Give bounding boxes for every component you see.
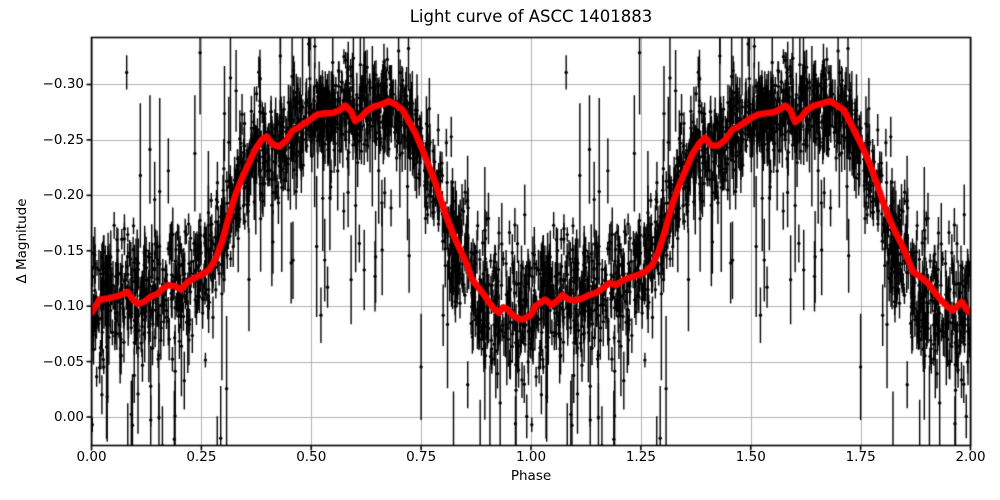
- x-axis-label: Phase: [510, 468, 552, 484]
- y-axis-label: Δ Magnitude: [14, 198, 30, 284]
- x-tick-label: 0.25: [186, 449, 217, 465]
- y-tick-label: −0.05: [42, 353, 84, 370]
- x-tick-label: 1.00: [515, 449, 547, 465]
- x-tick-label: 0.75: [406, 449, 437, 465]
- y-tick-label: −0.20: [42, 187, 84, 204]
- x-tick-label: 1.25: [625, 449, 656, 465]
- x-tick-label: 0.50: [296, 449, 327, 465]
- x-tick-label: 1.75: [845, 449, 876, 465]
- y-tick-label: −0.10: [42, 298, 84, 315]
- y-tick-label: 0.00: [53, 409, 84, 425]
- x-tick-label: 2.00: [955, 449, 986, 465]
- x-tick-label: 1.50: [735, 449, 766, 465]
- y-tick-label: −0.25: [42, 131, 84, 148]
- y-tick-label: −0.30: [42, 76, 84, 93]
- x-tick-label: 0.00: [76, 449, 107, 465]
- y-tick-label: −0.15: [42, 242, 84, 259]
- chart-title: Light curve of ASCC 1401883: [409, 7, 653, 26]
